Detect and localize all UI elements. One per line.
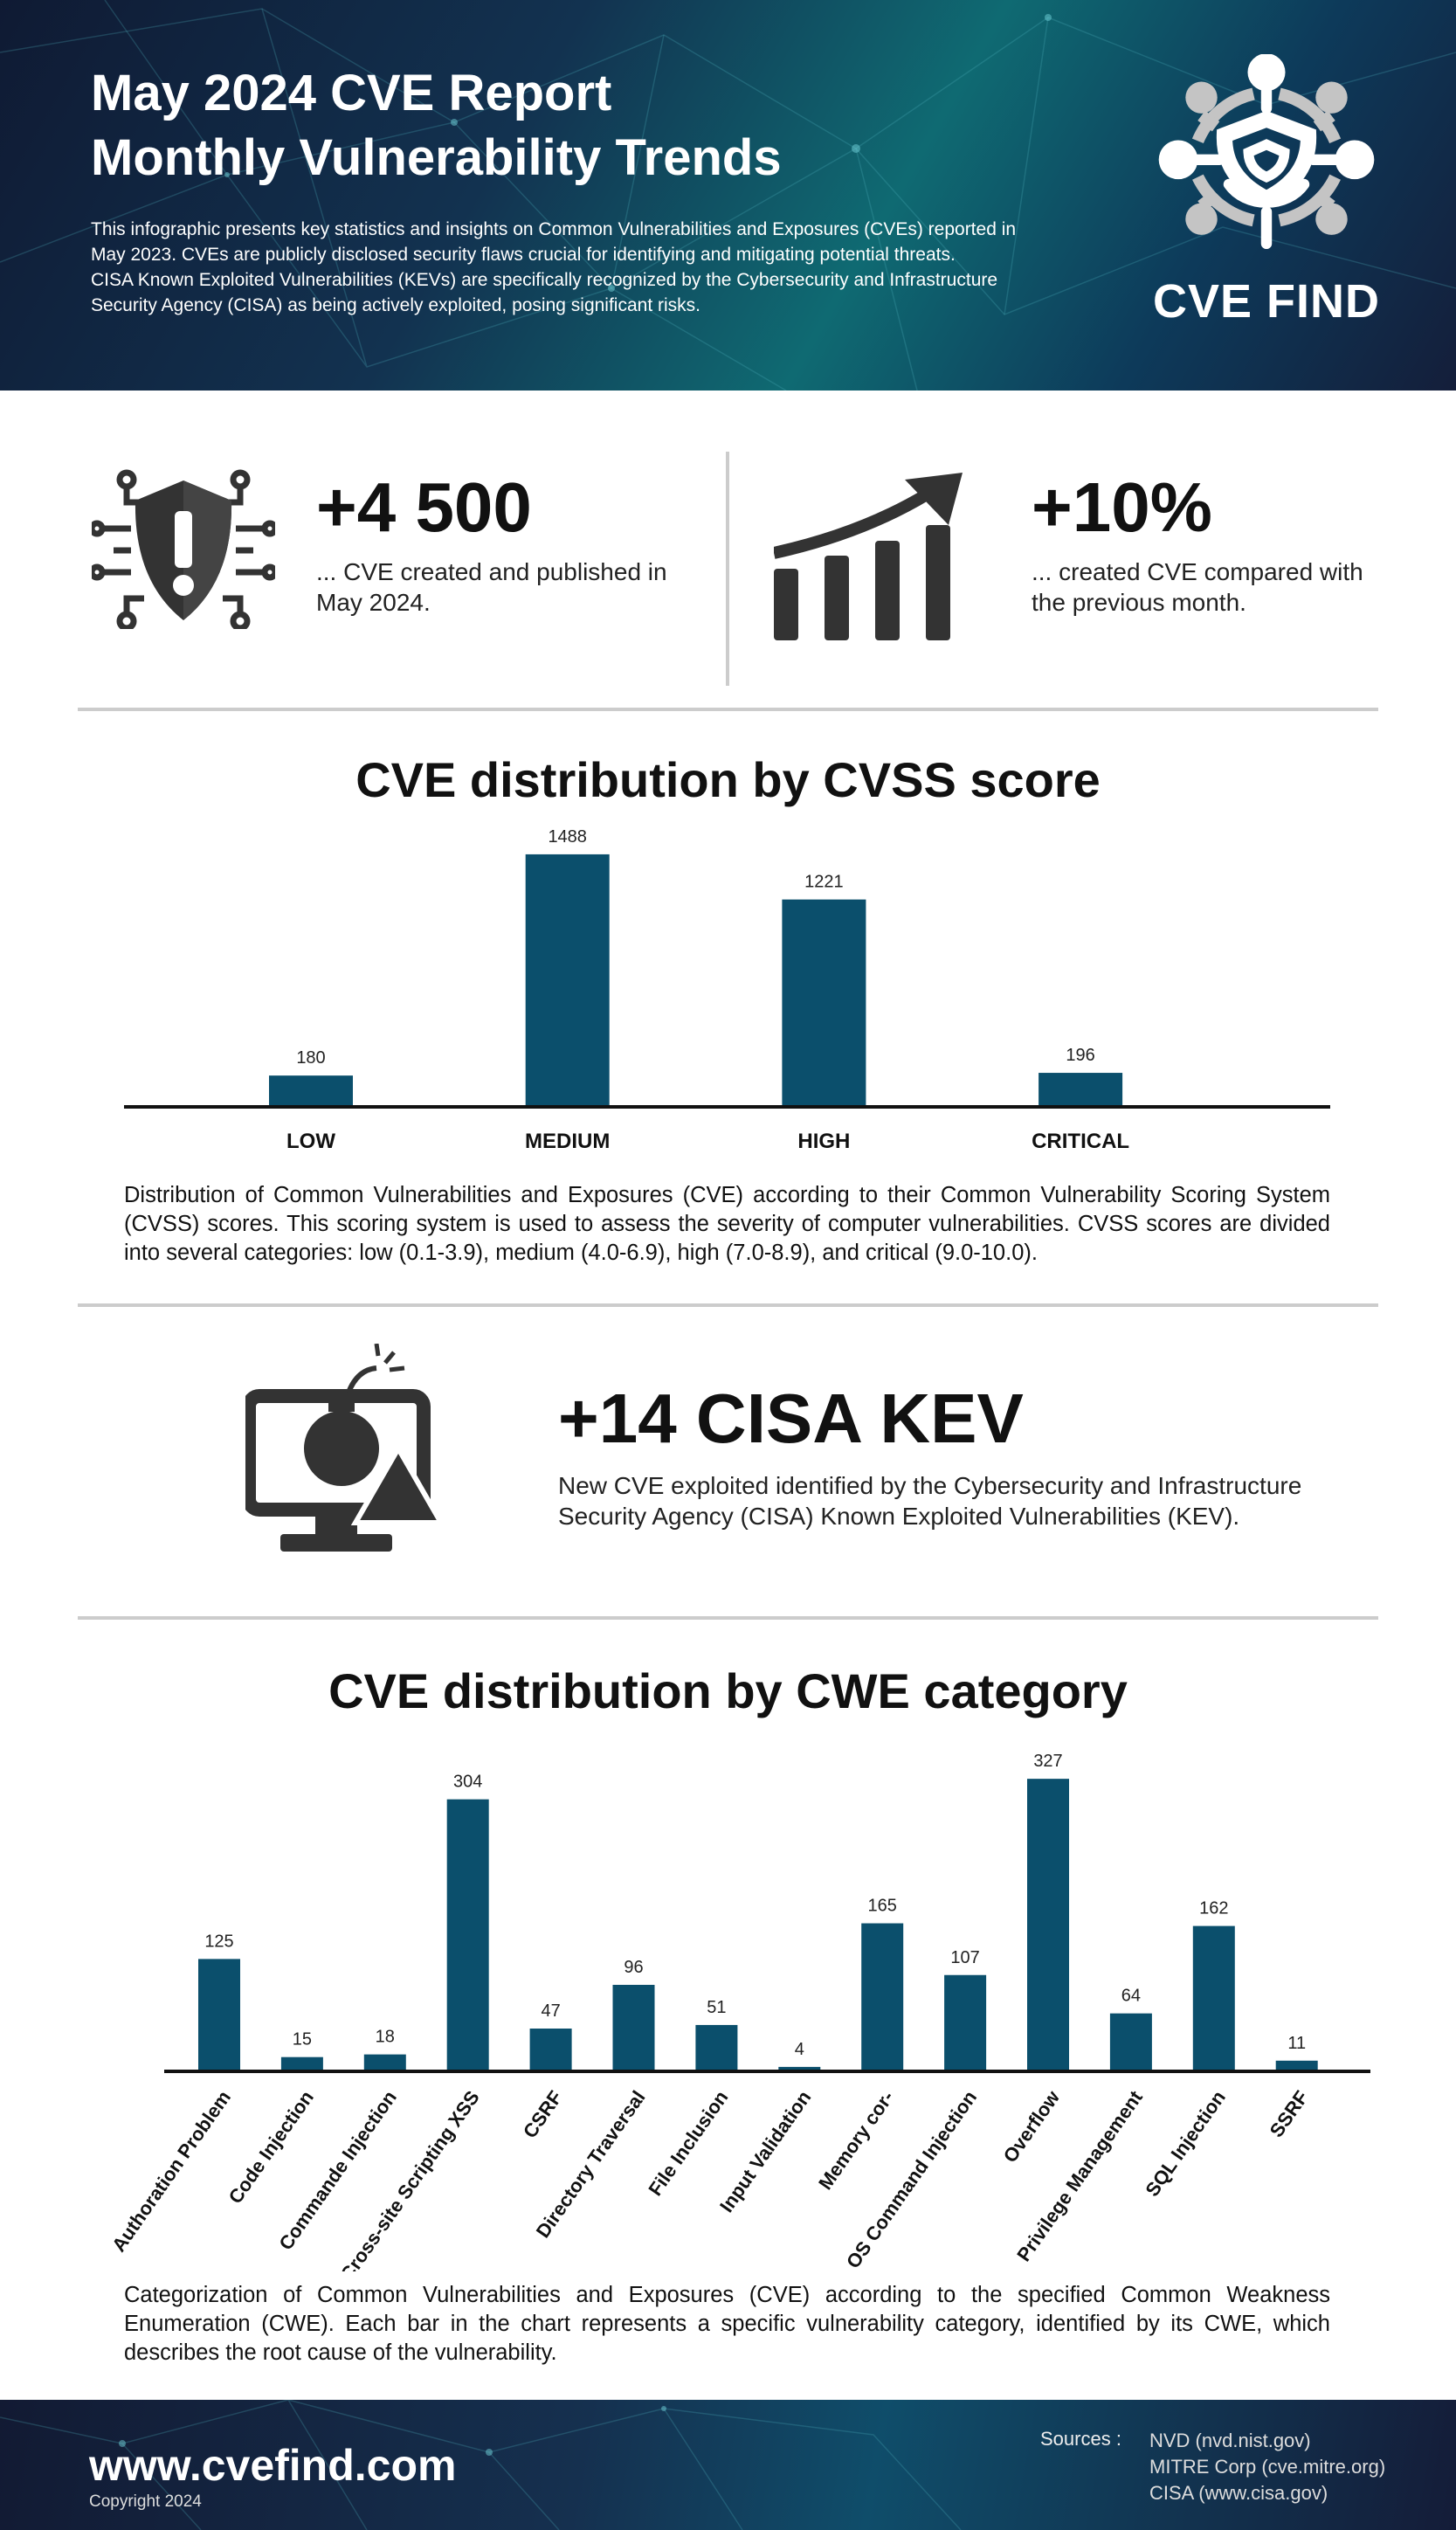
cwe-bar (861, 1923, 904, 2070)
section-divider (78, 1303, 1378, 1307)
cwe-chart-description: Categorization of Common Vulnerabilities… (124, 2283, 1330, 2365)
cwe-bar-chart: 125 Authoration Problem 15 Code Injection 18… (107, 1752, 1370, 2271)
cwe-bar (944, 1974, 987, 2070)
cwe-value-label: 47 (541, 2001, 560, 2021)
cvss-category-label: MEDIUM (525, 1130, 610, 1153)
cwe-category-label: SSRF (1266, 2087, 1313, 2141)
monitor-bomb-icon (245, 1344, 441, 1552)
cwe-bar (446, 1799, 489, 2070)
cvss-category-label: HIGH (797, 1130, 850, 1153)
cwe-value-label: 15 (293, 2030, 312, 2050)
cwe-category-label: Authoration Problem (107, 2087, 235, 2257)
cwe-value-label: 51 (707, 1998, 726, 2017)
cvss-category-label: CRITICAL (1032, 1130, 1129, 1153)
cwe-value-label: 304 (453, 1773, 482, 1792)
cvss-bar-chart: 180 LOW 1488 MEDIUM 1221 HIGH 196 CRITICAL (124, 827, 1330, 1153)
growth-value: +10% (1032, 468, 1212, 546)
cwe-category-label: Code Injection (224, 2087, 318, 2208)
cwe-value-label: 18 (376, 2028, 395, 2047)
kev-value: +14 CISA KEV (558, 1379, 1024, 1457)
cwe-bar (1027, 1779, 1069, 2070)
cwe-bar (280, 2056, 323, 2070)
cvss-value-label: 1221 (804, 873, 844, 892)
cvss-chart-title: CVE distribution by CVSS score (355, 752, 1101, 807)
cwe-bar (695, 2024, 738, 2070)
cvss-value-label: 1488 (548, 827, 587, 847)
cvss-category-label: LOW (286, 1130, 335, 1153)
cvss-bar (1039, 1073, 1123, 1106)
kev-text: New CVE exploited identified by the Cybe… (558, 1472, 1302, 1530)
cwe-bar (1275, 2060, 1318, 2070)
intro-paragraph-cve: This infographic presents key statistics… (91, 219, 1017, 265)
cwe-category-label: Input Validation (715, 2087, 815, 2217)
stats-divider (726, 452, 729, 686)
cvss-bar (525, 854, 610, 1106)
cwe-bar (529, 2029, 572, 2070)
website-link[interactable]: www.cvefind.com (89, 2441, 457, 2490)
header-banner: May 2024 CVE Report Monthly Vulnerabilit… (0, 0, 1456, 391)
network-background (0, 2400, 962, 2530)
cwe-value-label: 327 (1033, 1752, 1062, 1771)
cwe-category-label: Memory cor- (814, 2087, 898, 2195)
cwe-category-label: SQL Injection (1141, 2087, 1230, 2201)
cwe-category-label: CSRF (519, 2087, 567, 2142)
cwe-bar (363, 2054, 406, 2070)
cwe-value-label: 107 (950, 1948, 979, 1967)
cve-find-logo: CVE FIND (1140, 53, 1393, 334)
cwe-value-label: 64 (1121, 1987, 1141, 2006)
report-subtitle: Monthly Vulnerability Trends (91, 129, 782, 186)
report-title: May 2024 CVE Report (91, 65, 612, 121)
sources-label: Sources : (1040, 2428, 1121, 2450)
cwe-value-label: 165 (868, 1897, 897, 1916)
cwe-category-label: File Inclusion (644, 2087, 732, 2200)
shield-alert-icon (92, 469, 275, 629)
cwe-bar (612, 1984, 655, 2070)
cwe-category-label: Overflow (999, 2086, 1065, 2167)
sources-list: NVD (nvd.nist.gov) MITRE Corp (cve.mitre… (1149, 2428, 1385, 2506)
section-divider (78, 1616, 1378, 1620)
cwe-value-label: 125 (204, 1932, 233, 1951)
source-cisa[interactable]: CISA (www.cisa.gov) (1149, 2482, 1328, 2504)
cwe-value-label: 162 (1199, 1899, 1228, 1918)
cve-created-text: ... CVE created and published in May 202… (316, 558, 667, 616)
growth-chart-icon (774, 473, 963, 640)
cwe-chart-title: CVE distribution by CWE category (328, 1663, 1128, 1718)
cwe-bar (1109, 2013, 1152, 2070)
footer: www.cvefind.com Copyright 2024 Sources :… (0, 2400, 1456, 2530)
source-mitre[interactable]: MITRE Corp (cve.mitre.org) (1149, 2456, 1386, 2478)
copyright-text: Copyright 2024 (89, 2492, 202, 2511)
cwe-bar (1192, 1925, 1235, 2070)
cvss-value-label: 180 (296, 1048, 325, 1068)
cwe-bar (198, 1959, 240, 2070)
cvss-value-label: 196 (1066, 1046, 1094, 1065)
cvss-chart-description: Distribution of Common Vulnerabilities a… (124, 1183, 1330, 1265)
cwe-value-label: 96 (624, 1958, 643, 1977)
cvss-bar (269, 1075, 353, 1106)
cwe-bar (778, 2066, 821, 2070)
cwe-value-label: 11 (1287, 2034, 1306, 2053)
cve-created-value: +4 500 (316, 468, 532, 546)
intro-paragraph-kev: CISA Known Exploited Vulnerabilities (KE… (91, 270, 998, 315)
logo-text: CVE FIND (1152, 275, 1381, 328)
section-divider (78, 708, 1378, 711)
cwe-category-label: Cross-site Scripting XSS (336, 2087, 484, 2271)
network-background (0, 0, 1456, 391)
cwe-value-label: 4 (795, 2040, 804, 2059)
source-nvd[interactable]: NVD (nvd.nist.gov) (1149, 2430, 1311, 2451)
growth-text: ... created CVE compared with the previo… (1032, 558, 1363, 616)
logo-emblem-icon (1158, 53, 1375, 250)
cvss-bar (782, 899, 866, 1106)
intro-text: This infographic presents key statistics… (91, 217, 1034, 318)
